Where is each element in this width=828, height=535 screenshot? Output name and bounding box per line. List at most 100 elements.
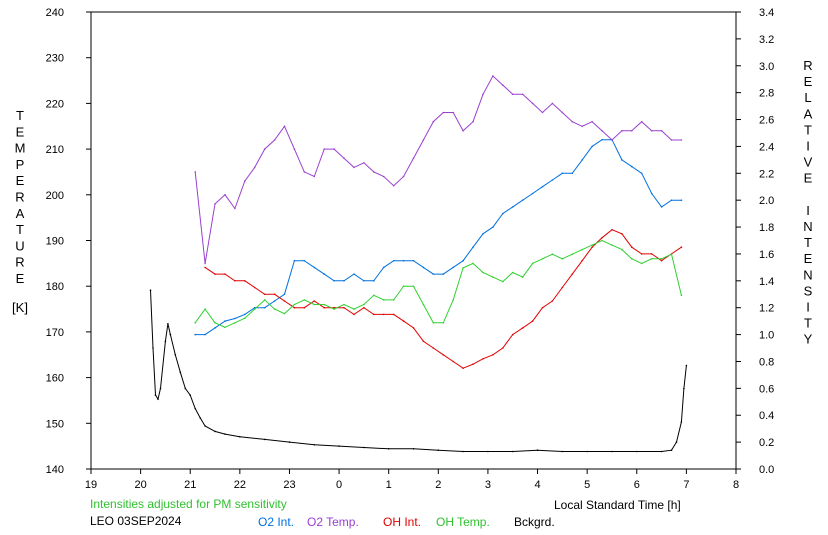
data-point [303, 306, 306, 309]
x-tick-label: 2 [435, 479, 441, 491]
data-point [382, 299, 385, 301]
y-tick-label: 170 [46, 327, 64, 339]
data-point [244, 180, 246, 182]
series-line [204, 229, 682, 369]
data-point [293, 148, 296, 150]
x-tick-label: 20 [134, 479, 146, 491]
data-point [343, 157, 345, 159]
data-point [452, 266, 455, 269]
data-point [204, 425, 206, 427]
data-point [472, 363, 474, 366]
data-point [591, 120, 593, 123]
x-tick-label: 4 [534, 479, 540, 491]
data-point [581, 248, 583, 251]
data-point [541, 111, 544, 114]
data-point [333, 280, 335, 282]
data-point [601, 130, 603, 132]
data-point [402, 285, 405, 288]
data-point [621, 248, 623, 251]
data-point [214, 203, 216, 205]
data-point [313, 266, 316, 269]
data-point [541, 185, 544, 188]
data-point [531, 192, 534, 195]
left-axis-letter: M [15, 141, 26, 156]
right-axis-letter: V [804, 155, 813, 170]
data-point [214, 327, 216, 329]
data-point [511, 93, 514, 96]
left-axis-letter: E [16, 124, 25, 139]
data-point [244, 313, 246, 316]
data-point [551, 253, 554, 255]
right-axis-letter: S [804, 283, 813, 298]
data-point [660, 130, 663, 132]
data-point [402, 175, 405, 178]
data-point [194, 322, 196, 324]
data-point [561, 172, 564, 175]
y-tick-label: 240 [46, 7, 64, 19]
data-point [680, 294, 683, 297]
data-point [571, 253, 574, 255]
data-point [462, 259, 464, 262]
data-point [154, 394, 157, 396]
series-oh-int [204, 228, 683, 370]
x-tick-label: 22 [234, 479, 246, 491]
data-point [640, 253, 643, 255]
y2-tick-label: 1.4 [759, 276, 774, 288]
data-point [492, 226, 494, 228]
data-point [502, 212, 504, 215]
data-point [511, 333, 514, 336]
data-point [631, 258, 633, 260]
legend-o2-int: O2 Int. [258, 515, 295, 529]
data-point [263, 293, 266, 296]
data-point [224, 326, 226, 329]
data-point [353, 313, 355, 316]
data-point [452, 111, 455, 114]
data-point [680, 139, 683, 141]
data-point [333, 306, 335, 309]
x-tick-label: 21 [184, 479, 196, 491]
data-point [571, 120, 574, 123]
data-point [174, 354, 177, 356]
x-tick-label: 6 [634, 479, 640, 491]
data-point [313, 175, 316, 178]
data-point [511, 271, 514, 274]
data-point [402, 320, 405, 322]
left-axis-letter: P [16, 157, 25, 172]
y2-tick-label: 2.6 [759, 115, 774, 127]
data-point [472, 246, 474, 248]
data-point [263, 438, 266, 441]
data-point [683, 387, 685, 390]
series-oh-temp [194, 239, 683, 329]
data-point [492, 276, 494, 278]
y-tick-label: 230 [46, 53, 64, 65]
data-point [392, 299, 395, 301]
data-point [353, 166, 355, 169]
data-point [412, 327, 415, 329]
data-point [164, 340, 167, 343]
data-point [392, 313, 395, 316]
legend-bckgrd: Bckgrd. [514, 515, 555, 529]
data-point [323, 303, 326, 306]
data-point [323, 148, 326, 150]
left-axis-letter: T [16, 108, 24, 123]
data-point [482, 233, 484, 235]
y2-tick-label: 0.2 [759, 437, 774, 449]
data-point [273, 139, 276, 141]
data-point [169, 333, 172, 336]
data-point [611, 450, 613, 453]
data-point [482, 93, 484, 96]
y2-tick-label: 0.4 [759, 410, 774, 422]
data-point [670, 139, 673, 141]
data-point [214, 430, 216, 433]
data-point [363, 446, 365, 449]
legend-o2-temp: O2 Temp. [307, 515, 359, 529]
data-point [179, 371, 182, 374]
data-point [511, 450, 514, 453]
data-point [442, 354, 445, 356]
data-point [591, 145, 593, 148]
right-axis-letter: E [804, 251, 813, 266]
data-point [541, 306, 544, 309]
data-point [263, 299, 266, 301]
data-point [482, 271, 484, 274]
